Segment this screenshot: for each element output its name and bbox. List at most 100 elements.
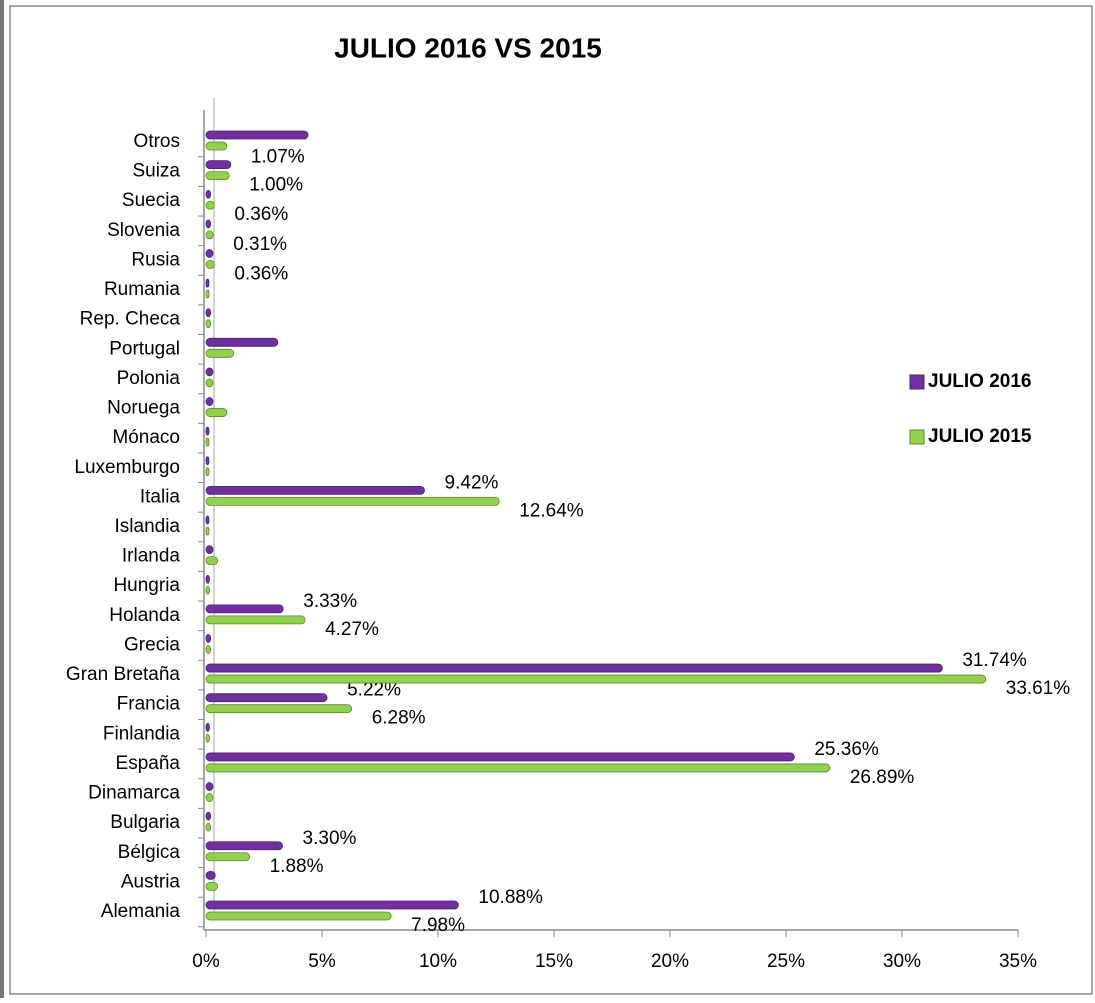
- y-tick-label: Mónaco: [112, 427, 180, 448]
- bar: [205, 763, 831, 773]
- bar: [205, 645, 212, 654]
- bar: [205, 467, 210, 477]
- bar: [205, 426, 210, 436]
- x-tick-label: 25%: [767, 951, 805, 972]
- legend-swatch: [909, 429, 925, 445]
- y-tick-label: Bulgaria: [110, 812, 180, 833]
- bar: [205, 615, 306, 625]
- legend-label: JULIO 2016: [928, 371, 1032, 392]
- bar: [205, 900, 459, 910]
- bar: [205, 693, 328, 703]
- x-tick-label: 0%: [192, 951, 220, 972]
- bar: [205, 793, 214, 802]
- y-tick-label: Holanda: [109, 605, 180, 626]
- bar: [205, 811, 212, 821]
- y-tick-label: España: [116, 753, 181, 774]
- bar: [205, 782, 214, 791]
- value-label: 1.00%: [249, 175, 303, 196]
- value-label: 10.88%: [478, 887, 543, 908]
- bar: [205, 911, 392, 921]
- bar: [205, 219, 212, 229]
- value-label: 9.42%: [445, 472, 499, 493]
- chart-frame: [9, 5, 1093, 995]
- value-label: 1.07%: [251, 147, 305, 168]
- bar: [205, 337, 279, 347]
- value-label: 5.22%: [347, 680, 401, 701]
- y-tick-label: Austria: [121, 871, 181, 892]
- bar: [205, 437, 210, 447]
- y-tick-label: Suiza: [132, 161, 180, 182]
- bar: [205, 397, 214, 406]
- value-label: 0.36%: [234, 204, 288, 225]
- y-tick-label: Finlandia: [103, 723, 181, 744]
- legend-swatch: [909, 374, 925, 390]
- legend-label: JULIO 2015: [928, 426, 1032, 447]
- x-tick-label: 10%: [419, 951, 457, 972]
- y-tick-label: Bélgica: [118, 842, 181, 863]
- bar: [205, 367, 214, 377]
- y-tick-label: Rep. Checa: [80, 309, 181, 330]
- value-label: 3.33%: [303, 591, 357, 612]
- y-tick-label: Suecia: [122, 190, 181, 211]
- bar: [205, 526, 210, 536]
- y-tick-label: Gran Bretaña: [66, 664, 180, 685]
- bar: [205, 408, 228, 417]
- y-tick-label: Grecia: [124, 634, 180, 655]
- value-label: 12.64%: [519, 500, 584, 521]
- x-tick-label: 20%: [651, 951, 689, 972]
- bar: [205, 704, 353, 714]
- x-tick-label: 5%: [308, 951, 336, 972]
- y-tick-label: Slovenia: [107, 220, 180, 241]
- bar: [205, 733, 210, 743]
- value-label: 1.88%: [270, 856, 324, 877]
- y-tick-label: Irlanda: [122, 546, 181, 567]
- y-tick-label: Polonia: [117, 368, 181, 389]
- bar: [205, 171, 230, 181]
- y-tick-label: Rusia: [131, 249, 180, 270]
- bar: [205, 881, 218, 891]
- bar: [205, 485, 425, 495]
- bar: [205, 160, 232, 170]
- bar: [205, 308, 212, 318]
- bar: [205, 634, 212, 643]
- bar: [205, 456, 210, 466]
- bar: [205, 585, 210, 595]
- x-tick-label: 30%: [883, 951, 921, 972]
- y-tick-label: Hungria: [113, 575, 180, 596]
- y-tick-label: Dinamarca: [88, 783, 180, 804]
- value-label: 0.31%: [233, 234, 287, 255]
- bar: [205, 841, 283, 851]
- bar: [205, 663, 943, 673]
- y-tick-label: Portugal: [109, 338, 180, 359]
- y-tick-label: Francia: [117, 694, 181, 715]
- y-tick-label: Islandia: [115, 516, 181, 537]
- value-label: 7.98%: [411, 915, 465, 936]
- bar: [205, 556, 218, 566]
- bar: [205, 515, 210, 525]
- value-label: 6.28%: [372, 708, 426, 729]
- chart-title: JULIO 2016 VS 2015: [334, 32, 602, 63]
- bar: [205, 278, 210, 288]
- value-label: 31.74%: [962, 650, 1027, 671]
- value-label: 4.27%: [325, 619, 379, 640]
- y-tick-label: Rumania: [104, 279, 180, 300]
- bar: [205, 545, 214, 555]
- value-label: 0.36%: [234, 263, 288, 284]
- bar: [205, 604, 284, 614]
- bar: [205, 200, 215, 210]
- value-label: 26.89%: [850, 767, 915, 788]
- bar: [205, 319, 212, 329]
- bar: [205, 752, 795, 762]
- left-edge: [0, 0, 4, 998]
- bar: [205, 870, 216, 880]
- bar: [205, 289, 210, 299]
- bar: [205, 674, 987, 684]
- bar: [205, 574, 210, 584]
- bar: [205, 852, 251, 862]
- bar: [205, 348, 235, 358]
- bar: [205, 230, 214, 240]
- bar: [205, 130, 309, 140]
- y-tick-label: Noruega: [107, 398, 180, 419]
- y-tick-label: Italia: [140, 486, 181, 507]
